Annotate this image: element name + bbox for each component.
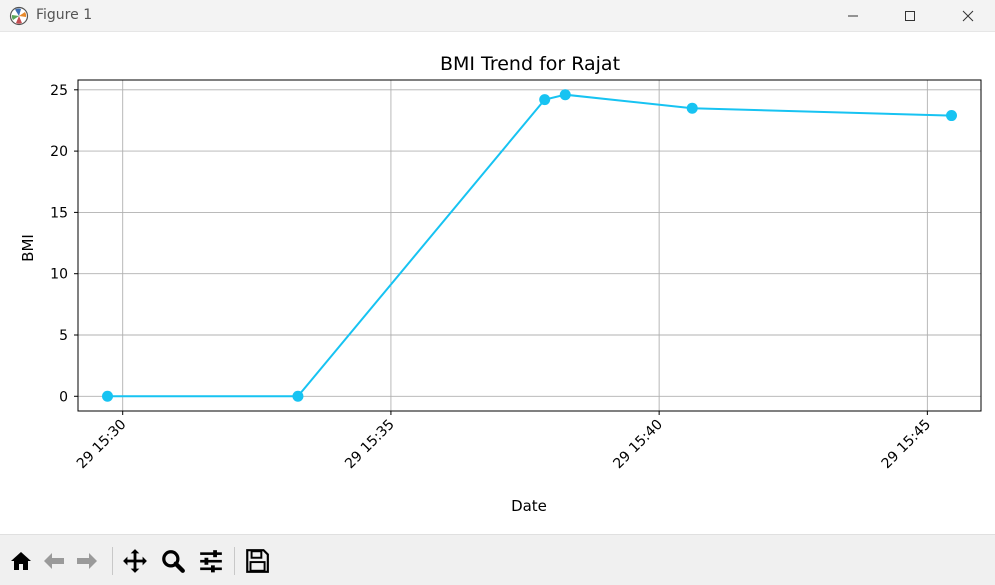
- zoom-icon: [162, 550, 185, 573]
- pan-icon: [123, 549, 147, 573]
- x-tick-label: 29 15:40: [610, 417, 666, 473]
- y-axis-label: BMI: [19, 234, 37, 262]
- figure-canvas: BMI Trend for Rajat BMI Date 0 5 10 15 20 25 2…: [0, 33, 995, 534]
- data-point: [686, 102, 698, 114]
- minimize-icon: [848, 15, 858, 17]
- y-tick-label: 0: [59, 389, 68, 405]
- data-point: [292, 390, 304, 402]
- window-titlebar: Figure 1: [0, 0, 995, 32]
- home-button[interactable]: [6, 547, 36, 575]
- grid-lines: [78, 80, 981, 411]
- pan-button[interactable]: [120, 547, 150, 575]
- x-tick-label: 29 15:30: [74, 417, 130, 473]
- axis-ticks: 0 5 10 15 20 25 29 15:30 29 15:35 29 15:40 29 15:…: [50, 83, 934, 472]
- back-button[interactable]: [39, 547, 69, 575]
- chart-title: BMI Trend for Rajat: [440, 53, 620, 75]
- zoom-button[interactable]: [158, 547, 188, 575]
- y-tick-label: 5: [59, 328, 68, 344]
- close-icon: [962, 10, 974, 22]
- maximize-icon: [905, 11, 915, 21]
- x-axis-label: Date: [511, 497, 547, 515]
- data-point: [102, 390, 114, 402]
- configure-subplots-button[interactable]: [196, 547, 226, 575]
- navigation-toolbar: [0, 534, 995, 585]
- toolbar-separator: [112, 547, 113, 575]
- back-arrow-icon: [44, 553, 64, 569]
- forward-button[interactable]: [72, 547, 102, 575]
- data-series: [102, 89, 957, 402]
- axes-frame: [77, 79, 982, 412]
- save-button[interactable]: [242, 547, 272, 575]
- data-point: [945, 110, 957, 122]
- data-point: [559, 89, 571, 101]
- toolbar-separator: [234, 547, 235, 575]
- configure-subplots-icon: [200, 550, 222, 573]
- minimize-button[interactable]: [830, 0, 876, 32]
- y-tick-label: 20: [50, 144, 68, 160]
- forward-arrow-icon: [77, 553, 97, 569]
- app-icon: [9, 6, 29, 26]
- bmi-chart: BMI Trend for Rajat BMI Date 0 5 10 15 20 25 2…: [19, 53, 982, 515]
- home-icon: [11, 552, 31, 570]
- maximize-button[interactable]: [887, 0, 933, 32]
- x-tick-label: 29 15:35: [342, 417, 398, 473]
- data-point: [539, 94, 551, 106]
- y-tick-label: 10: [50, 267, 68, 283]
- close-button[interactable]: [945, 0, 991, 32]
- save-icon: [246, 549, 269, 573]
- y-tick-label: 25: [50, 83, 68, 99]
- x-tick-label: 29 15:45: [879, 417, 935, 473]
- y-tick-label: 15: [50, 205, 68, 221]
- window-title: Figure 1: [36, 7, 93, 23]
- bmi-series-line: [107, 93, 952, 398]
